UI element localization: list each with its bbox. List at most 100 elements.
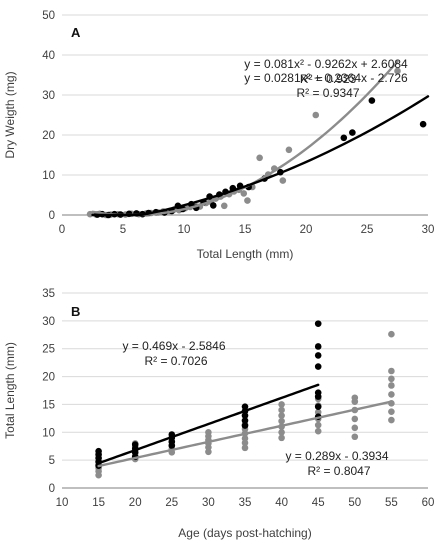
gray-data-point [241,444,249,452]
gray-data-point [285,146,293,154]
gray-data-point [388,416,395,424]
gray-data-point [388,382,395,389]
trend-equation: y = 0.289x - 0.3934 [285,449,388,463]
x-tick-label: 45 [312,497,325,509]
gray-data-point [256,154,263,162]
y-tick-label: 40 [42,50,55,62]
chart-panel-a: 0 10 20 30 40 50 0 5 10 15 20 25 30 Total Length (mm)… [3,10,434,261]
gray-data-point [351,433,359,441]
black-data-point [340,134,348,142]
gray-data-point [312,111,320,119]
y-tick-label: 0 [49,210,55,222]
y-tick-label: 5 [49,455,55,467]
gray-data-point [388,375,395,383]
y-tick-label: 10 [42,170,55,182]
gray-data-point [279,177,287,184]
black-data-point [241,422,249,429]
x-tick-label: 10 [56,497,69,509]
x-tick-label: 55 [385,497,398,509]
trend-equation: y = 0.469x - 2.5846 [122,339,225,353]
y-tick-label: 35 [42,288,55,300]
black-data-point [95,447,102,455]
x-tick-label: 15 [239,224,252,236]
black-data-point [349,129,356,136]
x-tick-label: 50 [348,497,361,509]
x-tick-label: 40 [275,497,288,509]
trend-r-squared: R² = 0.8047 [307,464,370,478]
gray-data-point [351,424,359,432]
chart-panel-b: 0 5 10 15 20 25 30 35 10 15 20 25 30 35 40 45 50 55 60 Age … [3,288,434,540]
y-tick-label: 30 [42,316,55,328]
x-axis-label: Age (days post-hatching) [178,526,311,540]
gray-trendline [97,400,393,468]
x-tick-label: 25 [361,224,374,236]
gray-data-point [351,415,359,423]
equation-backdrop [234,218,418,244]
y-tick-label: 0 [49,483,55,495]
gray-data-point [205,428,212,436]
x-tick-label: 10 [178,224,191,236]
y-tick-label: 15 [42,399,55,411]
black-trendline [97,383,320,465]
trend-r-squared: R² = 0.7026 [144,354,207,368]
gray-data-point [278,428,285,436]
panel-label: A [71,25,81,40]
x-tick-label: 5 [120,224,126,236]
gray-data-point [241,435,249,442]
black-data-point [314,320,322,327]
black-data-point [241,417,249,424]
y-tick-label: 25 [42,344,55,356]
gray-data-point [278,412,285,419]
gray-data-point [278,401,285,408]
black-data-point [131,441,139,448]
black-data-point [314,363,322,370]
gray-data-point [314,421,322,429]
black-data-point [209,202,217,209]
x-tick-label: 20 [129,497,142,509]
gray-data-point [394,67,401,75]
gray-data-point [388,391,395,398]
y-tick-label: 10 [42,427,55,439]
x-tick-label: 60 [422,497,435,509]
black-data-point [314,352,322,359]
trend-r-squared: R² = 0.9347 [296,86,359,100]
black-data-point [241,403,249,410]
black-data-point [419,120,427,128]
x-tick-label: 35 [239,497,252,509]
x-axis-label: Total Length (mm) [197,247,294,261]
equation-backdrop [234,180,418,216]
black-data-point [314,389,322,397]
x-tick-label: 0 [59,224,65,236]
gray-data-point [220,202,228,210]
gray-data-point [278,434,285,442]
gray-data-point [278,406,285,414]
y-tick-label: 20 [42,372,55,384]
y-tick-label: 50 [42,10,55,22]
gray-data-point [244,197,251,204]
gray-data-point [278,417,285,425]
black-trendline [91,95,430,217]
y-tick-label: 20 [42,130,55,142]
gray-data-point [388,330,395,338]
x-tick-label: 30 [202,497,215,509]
gray-data-point [388,367,395,375]
gray-data-point [388,408,395,415]
panel-label: B [71,304,80,319]
black-data-point [314,403,322,410]
x-tick-label: 15 [92,497,105,509]
trend-equation: y = 0.081x² - 0.9262x + 2.6084 [244,57,408,71]
black-data-point [314,343,322,350]
gray-data-point [314,427,322,435]
trend-r-squared: R² = 0.923 [300,72,357,86]
gray-data-point [240,190,248,197]
x-tick-label: 30 [422,224,435,236]
x-tick-label: 20 [300,224,313,236]
x-tick-label: 25 [165,497,178,509]
black-data-point [368,97,376,104]
trend-equation: y = 0.0281x² + 0.2364x - 2.726 [244,71,408,85]
gray-data-point [351,394,359,402]
y-axis-label: Dry Weigth (mg) [3,71,17,158]
y-tick-label: 30 [42,90,55,102]
y-axis-label: Total Length (mm) [3,342,17,439]
